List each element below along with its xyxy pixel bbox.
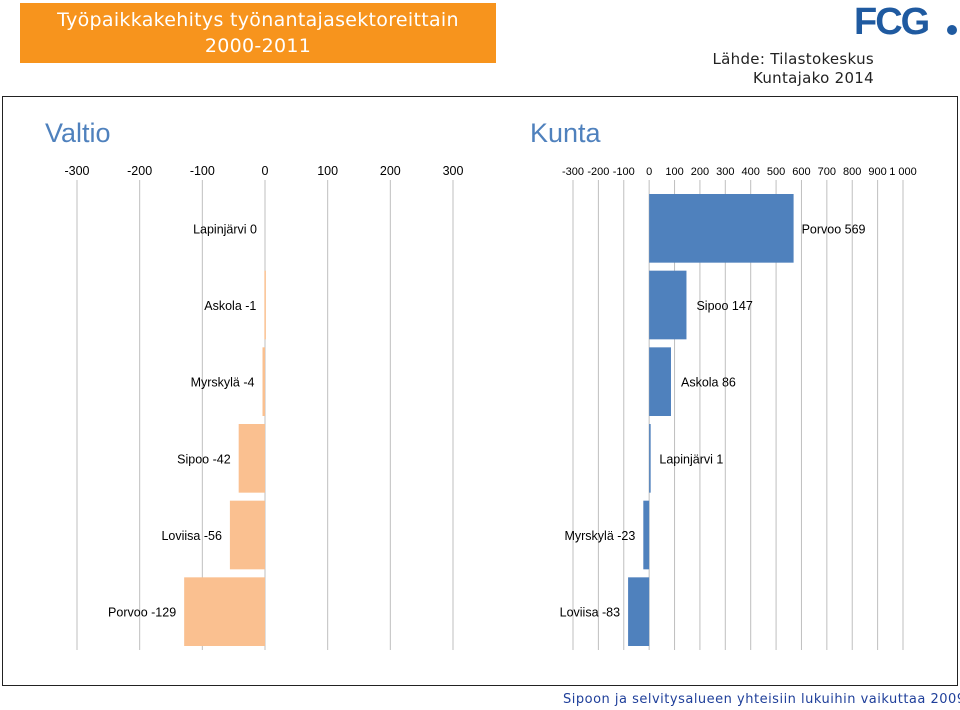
logo-dot-icon bbox=[947, 25, 957, 35]
kunta-tick-label: 200 bbox=[691, 166, 709, 178]
kunta-bar bbox=[649, 347, 671, 416]
source-note: Lähde: Tilastokeskus Kuntajako 2014 bbox=[713, 50, 874, 88]
fcg-logo: FCG bbox=[854, 1, 957, 42]
source-line1: Lähde: Tilastokeskus bbox=[712, 50, 874, 68]
kunta-tick-label: 900 bbox=[868, 166, 886, 178]
valtio-tick-label: 200 bbox=[380, 164, 401, 178]
kunta-data-label: Sipoo 147 bbox=[696, 299, 752, 313]
valtio-data-label: Lapinjärvi 0 bbox=[193, 222, 257, 236]
valtio-tick-label: 100 bbox=[317, 164, 338, 178]
kunta-data-label: Loviisa -83 bbox=[560, 606, 620, 620]
kunta-data-label: Lapinjärvi 1 bbox=[659, 452, 723, 466]
chart-title-line1: Työpaikkakehitys työnantajasektoreittain bbox=[57, 9, 459, 31]
valtio-tick-label: 300 bbox=[443, 164, 464, 178]
logo-text: FCG bbox=[854, 1, 929, 42]
valtio-data-label: Sipoo -42 bbox=[177, 452, 231, 466]
kunta-bar bbox=[649, 270, 687, 340]
kunta-data-label: Porvoo 569 bbox=[802, 222, 866, 236]
kunta-tick-label: -100 bbox=[613, 166, 635, 178]
valtio-panel-title: Valtio bbox=[45, 118, 111, 148]
footer-note: Sipoon ja selvitysalueen yhteisiin lukui… bbox=[563, 692, 960, 707]
kunta-data-label: Askola 86 bbox=[681, 376, 736, 390]
valtio-bar bbox=[184, 577, 265, 646]
valtio-data-label: Porvoo -129 bbox=[108, 606, 176, 620]
kunta-tick-label: 1 000 bbox=[889, 166, 917, 178]
kunta-data-label: Myrskylä -23 bbox=[564, 529, 635, 543]
valtio-bar bbox=[238, 424, 265, 493]
kunta-bar bbox=[628, 577, 650, 646]
kunta-bar bbox=[649, 424, 651, 493]
kunta-bar bbox=[643, 500, 650, 570]
kunta-tick-label: 0 bbox=[646, 166, 652, 178]
source-line2: Kuntajako 2014 bbox=[752, 69, 874, 87]
kunta-tick-label: -200 bbox=[587, 166, 609, 178]
valtio-bar bbox=[262, 347, 265, 416]
kunta-tick-label: -300 bbox=[562, 166, 584, 178]
valtio-bar bbox=[229, 500, 265, 570]
valtio-data-label: Loviisa -56 bbox=[161, 529, 221, 543]
chart-frame: Valtio -300 -200 -100 0 100 200 300 Lapinjärvi 0… bbox=[2, 96, 958, 686]
kunta-panel-title: Kunta bbox=[530, 118, 602, 148]
kunta-tick-label: 300 bbox=[716, 166, 734, 178]
chart-title-line2: 2000-2011 bbox=[204, 35, 312, 57]
valtio-tick-label: -200 bbox=[127, 164, 152, 178]
chart-title-box: Työpaikkakehitys työnantajasektoreittain… bbox=[20, 3, 496, 63]
kunta-tick-label: 500 bbox=[767, 166, 785, 178]
valtio-bar bbox=[264, 270, 266, 340]
kunta-tick-label: 800 bbox=[843, 166, 861, 178]
valtio-data-label: Myrskylä -4 bbox=[191, 376, 255, 390]
valtio-tick-label: 0 bbox=[262, 164, 269, 178]
valtio-tick-label: -100 bbox=[190, 164, 215, 178]
kunta-tick-label: 400 bbox=[742, 166, 760, 178]
kunta-tick-label: 100 bbox=[665, 166, 683, 178]
kunta-tick-label: 600 bbox=[792, 166, 810, 178]
valtio-data-label: Askola -1 bbox=[204, 299, 256, 313]
kunta-bar bbox=[649, 194, 794, 263]
kunta-tick-label: 700 bbox=[818, 166, 836, 178]
valtio-tick-label: -300 bbox=[64, 164, 89, 178]
